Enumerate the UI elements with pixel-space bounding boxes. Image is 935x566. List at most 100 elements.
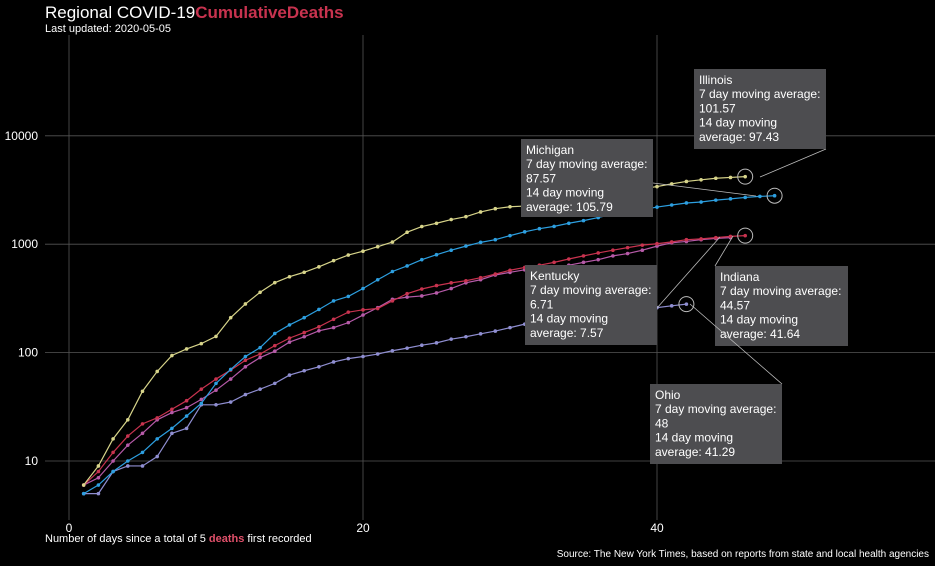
michigan-line bbox=[83, 195, 775, 495]
xlabel-prefix: Number of days since a total of 5 bbox=[45, 533, 206, 545]
ohio-point bbox=[273, 381, 277, 386]
michigan-point bbox=[346, 294, 351, 299]
ohio-point bbox=[243, 392, 248, 397]
michigan-point bbox=[126, 459, 130, 463]
indiana-point bbox=[464, 278, 468, 283]
illinois-point bbox=[714, 176, 718, 181]
kentucky-point bbox=[611, 254, 615, 258]
kentucky-point bbox=[361, 313, 365, 317]
ohio-point bbox=[375, 352, 380, 356]
xlabel-suffix: first recorded bbox=[247, 533, 312, 545]
kentucky-annotation-line: 6.71 bbox=[530, 297, 554, 311]
illinois-point bbox=[434, 221, 439, 226]
indiana-point bbox=[684, 237, 689, 242]
illinois-annotation-line: Illinois bbox=[699, 73, 732, 87]
ohio-annotation-line: 48 bbox=[655, 416, 669, 430]
ohio-annotation-box bbox=[650, 384, 782, 464]
illinois-annotation-line: 14 day moving bbox=[699, 116, 777, 130]
michigan-point bbox=[170, 426, 174, 431]
indiana-point bbox=[96, 469, 101, 474]
michigan-annotation-line: 7 day moving average: bbox=[526, 157, 647, 171]
chart-title: Regional COVID-19CumulativeDeaths bbox=[45, 3, 344, 23]
michigan-point bbox=[655, 205, 659, 209]
indiana-point bbox=[111, 450, 115, 455]
michigan-point bbox=[699, 200, 703, 204]
ohio-point bbox=[420, 343, 424, 348]
kentucky-point bbox=[111, 459, 115, 463]
michigan-point bbox=[714, 198, 718, 202]
indiana-annotation-line: Indiana bbox=[720, 270, 760, 284]
illinois-point bbox=[302, 270, 307, 275]
michigan-point bbox=[184, 414, 189, 418]
indiana-annotation-line: 14 day moving bbox=[720, 313, 798, 327]
illinois-annotation-line: 7 day moving average: bbox=[699, 87, 820, 101]
illinois-point bbox=[669, 182, 674, 186]
michigan-annotation-box bbox=[521, 139, 653, 217]
indiana-point bbox=[214, 377, 218, 381]
illinois-point bbox=[493, 206, 498, 211]
illinois-annotation-leader bbox=[759, 148, 827, 178]
ohio-point bbox=[390, 348, 395, 353]
indiana-point bbox=[493, 272, 498, 276]
michigan-point bbox=[478, 240, 483, 245]
ohio-point bbox=[508, 325, 512, 330]
michigan-point bbox=[449, 248, 454, 253]
kentucky-point bbox=[126, 443, 130, 447]
michigan-point bbox=[420, 257, 424, 262]
ohio-point bbox=[258, 387, 262, 391]
indiana-end-marker bbox=[737, 227, 754, 244]
y-tick-label: 100 bbox=[18, 346, 38, 360]
indiana-point bbox=[140, 422, 145, 426]
kentucky-point bbox=[184, 405, 189, 410]
y-tick-label: 10 bbox=[25, 454, 39, 468]
y-tick-label: 10000 bbox=[5, 129, 39, 143]
indiana-point bbox=[655, 241, 659, 246]
michigan-point bbox=[772, 193, 777, 198]
kentucky-point bbox=[449, 286, 454, 291]
michigan-point bbox=[537, 226, 542, 231]
michigan-annotation-leader bbox=[652, 182, 757, 197]
illinois-point bbox=[96, 464, 101, 468]
kentucky-point bbox=[596, 257, 600, 262]
kentucky-point bbox=[273, 349, 277, 354]
kentucky-point bbox=[420, 294, 424, 298]
kentucky-annotation-line: average: 7.57 bbox=[530, 326, 604, 340]
illinois-point bbox=[81, 483, 86, 487]
illinois-point bbox=[375, 244, 380, 249]
indiana-point bbox=[581, 254, 586, 258]
indiana-point bbox=[331, 317, 336, 322]
michigan-point bbox=[743, 195, 747, 200]
illinois-point bbox=[228, 315, 233, 320]
michigan-annotation-line: Michigan bbox=[526, 143, 574, 157]
michigan-point bbox=[228, 367, 233, 372]
ohio-annotation-line: average: 41.29 bbox=[655, 445, 735, 459]
indiana-point bbox=[302, 330, 307, 335]
indiana-point bbox=[449, 281, 454, 285]
xlabel-accent: deaths bbox=[208, 533, 245, 545]
michigan-point bbox=[258, 345, 262, 350]
michigan-point bbox=[214, 381, 218, 386]
indiana-point bbox=[155, 416, 159, 420]
indiana-point bbox=[258, 352, 262, 356]
indiana-point bbox=[361, 308, 365, 312]
ohio-annotation-line: Ohio bbox=[655, 388, 681, 402]
indiana-point bbox=[287, 336, 292, 340]
kentucky-point bbox=[258, 355, 262, 360]
michigan-point bbox=[331, 299, 336, 303]
illinois-point bbox=[728, 175, 733, 180]
indiana-point bbox=[552, 260, 556, 265]
ohio-point bbox=[669, 304, 674, 308]
x-tick-label: 20 bbox=[356, 521, 370, 535]
indiana-point bbox=[243, 358, 248, 363]
kentucky-annotation-line: 7 day moving average: bbox=[530, 283, 651, 297]
illinois-point bbox=[405, 230, 409, 235]
michigan-point bbox=[669, 203, 674, 207]
kentucky-point bbox=[243, 364, 248, 369]
michigan-point bbox=[567, 221, 571, 226]
illinois-point bbox=[214, 334, 218, 339]
michigan-point bbox=[96, 483, 101, 487]
kentucky-point bbox=[214, 388, 218, 392]
michigan-annotation-line: 87.57 bbox=[526, 171, 556, 185]
kentucky-point bbox=[346, 320, 351, 325]
